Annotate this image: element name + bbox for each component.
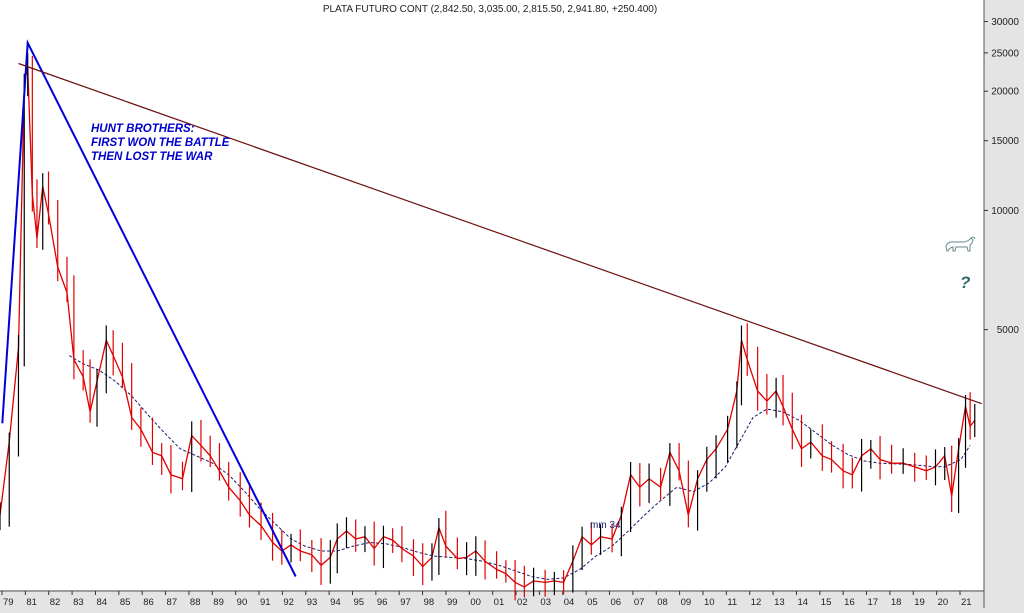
- x-tick-label: 20: [938, 597, 949, 608]
- x-tick-label: 87: [167, 597, 178, 608]
- long-term-resistance-trendline: [18, 62, 982, 405]
- x-tick-label: 97: [400, 597, 411, 608]
- y-tick-label: 25000: [991, 48, 1019, 59]
- x-tick-label: 83: [73, 597, 84, 608]
- x-tick-label: 84: [96, 597, 107, 608]
- x-tick-label: 10: [704, 597, 715, 608]
- x-tick-label: 93: [307, 597, 318, 608]
- x-tick-label: 05: [587, 597, 598, 608]
- x-tick-label: 81: [26, 597, 37, 608]
- x-tick-label: 08: [657, 597, 668, 608]
- x-tick-label: 79: [3, 597, 14, 608]
- x-tick-label: 06: [611, 597, 622, 608]
- x-tick-label: 91: [260, 597, 271, 608]
- moving-average-layer: [69, 355, 971, 580]
- x-tick-label: 16: [844, 597, 855, 608]
- x-tick-label: 11: [727, 597, 737, 608]
- y-tick-label: 15000: [991, 136, 1019, 147]
- blue-trendline: [1, 39, 297, 577]
- x-tick-label: 21: [961, 597, 972, 608]
- x-tick-label: 03: [540, 597, 551, 608]
- plot-area: [0, 0, 984, 590]
- x-tick-label: 94: [330, 597, 341, 608]
- chart-title: PLATA FUTURO CONT (2,842.50, 3,035.00, 2…: [323, 4, 657, 15]
- x-tick-label: 13: [774, 597, 785, 608]
- y-tick-label: 20000: [991, 87, 1019, 98]
- y-tick-label: 10000: [991, 206, 1019, 217]
- x-tick-label: 02: [517, 597, 528, 608]
- y-axis-ticks: 5000 10000 15000 20000 25000 30000: [984, 17, 1019, 336]
- trendline-layer: [1, 39, 982, 577]
- question-mark-annotation: ?: [960, 273, 971, 292]
- x-tick-label: 89: [213, 597, 224, 608]
- x-tick-label: 14: [797, 597, 808, 608]
- x-tick-label: 09: [681, 597, 692, 608]
- x-tick-label: 98: [424, 597, 435, 608]
- x-tick-label: 96: [377, 597, 388, 608]
- y-tick-label: 5000: [997, 325, 1020, 336]
- x-tick-label: 90: [237, 597, 248, 608]
- x-tick-label: 19: [914, 597, 925, 608]
- x-tick-label: 17: [868, 597, 879, 608]
- x-tick-label: 18: [891, 597, 902, 608]
- x-tick-label: 12: [751, 597, 762, 608]
- x-tick-label: 85: [120, 597, 131, 608]
- x-axis-ticks: 79 81 82 83 84 85 86 87 88 89 90 91 92 93 94 95 96 97 98 99…: [1, 591, 972, 608]
- x-tick-label: 95: [353, 597, 364, 608]
- x-tick-label: 82: [50, 597, 61, 608]
- annotation-hunt-line-3: THEN LOST THE WAR: [91, 151, 213, 163]
- x-tick-label: 07: [634, 597, 645, 608]
- bull-icon: [945, 236, 976, 252]
- x-tick-label: 86: [143, 597, 154, 608]
- y-tick-label: 30000: [991, 17, 1019, 28]
- x-tick-label: 92: [283, 597, 294, 608]
- x-tick-label: 00: [470, 597, 481, 608]
- annotation-hunt-line-2: FIRST WON THE BATTLE: [91, 137, 230, 149]
- x-tick-label: 99: [447, 597, 458, 608]
- annotation-hunt-line-1: HUNT BROTHERS:: [91, 123, 195, 135]
- x-tick-label: 15: [821, 597, 832, 608]
- x-tick-label: 88: [190, 597, 201, 608]
- ma-label: mm 34: [590, 520, 621, 531]
- x-tick-label: 04: [564, 597, 575, 608]
- x-tick-label: 01: [494, 597, 505, 608]
- price-layer: [0, 53, 976, 601]
- moving-average-line: [69, 355, 971, 580]
